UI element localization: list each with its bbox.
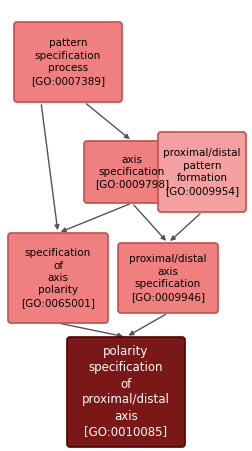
Text: proximal/distal
axis
specification
[GO:0009946]: proximal/distal axis specification [GO:0… [129, 254, 207, 302]
Text: pattern
specification
process
[GO:0007389]: pattern specification process [GO:000738… [31, 38, 105, 86]
FancyBboxPatch shape [67, 337, 185, 447]
Text: specification
of
axis
polarity
[GO:0065001]: specification of axis polarity [GO:00650… [21, 248, 95, 308]
FancyBboxPatch shape [14, 22, 122, 102]
FancyBboxPatch shape [118, 243, 218, 313]
FancyBboxPatch shape [158, 132, 246, 212]
FancyBboxPatch shape [8, 233, 108, 323]
Text: proximal/distal
pattern
formation
[GO:0009954]: proximal/distal pattern formation [GO:00… [163, 148, 241, 196]
Text: polarity
specification
of
proximal/distal
axis
[GO:0010085]: polarity specification of proximal/dista… [82, 345, 170, 438]
FancyBboxPatch shape [84, 141, 180, 203]
Text: axis
specification
[GO:0009798]: axis specification [GO:0009798] [95, 155, 169, 189]
